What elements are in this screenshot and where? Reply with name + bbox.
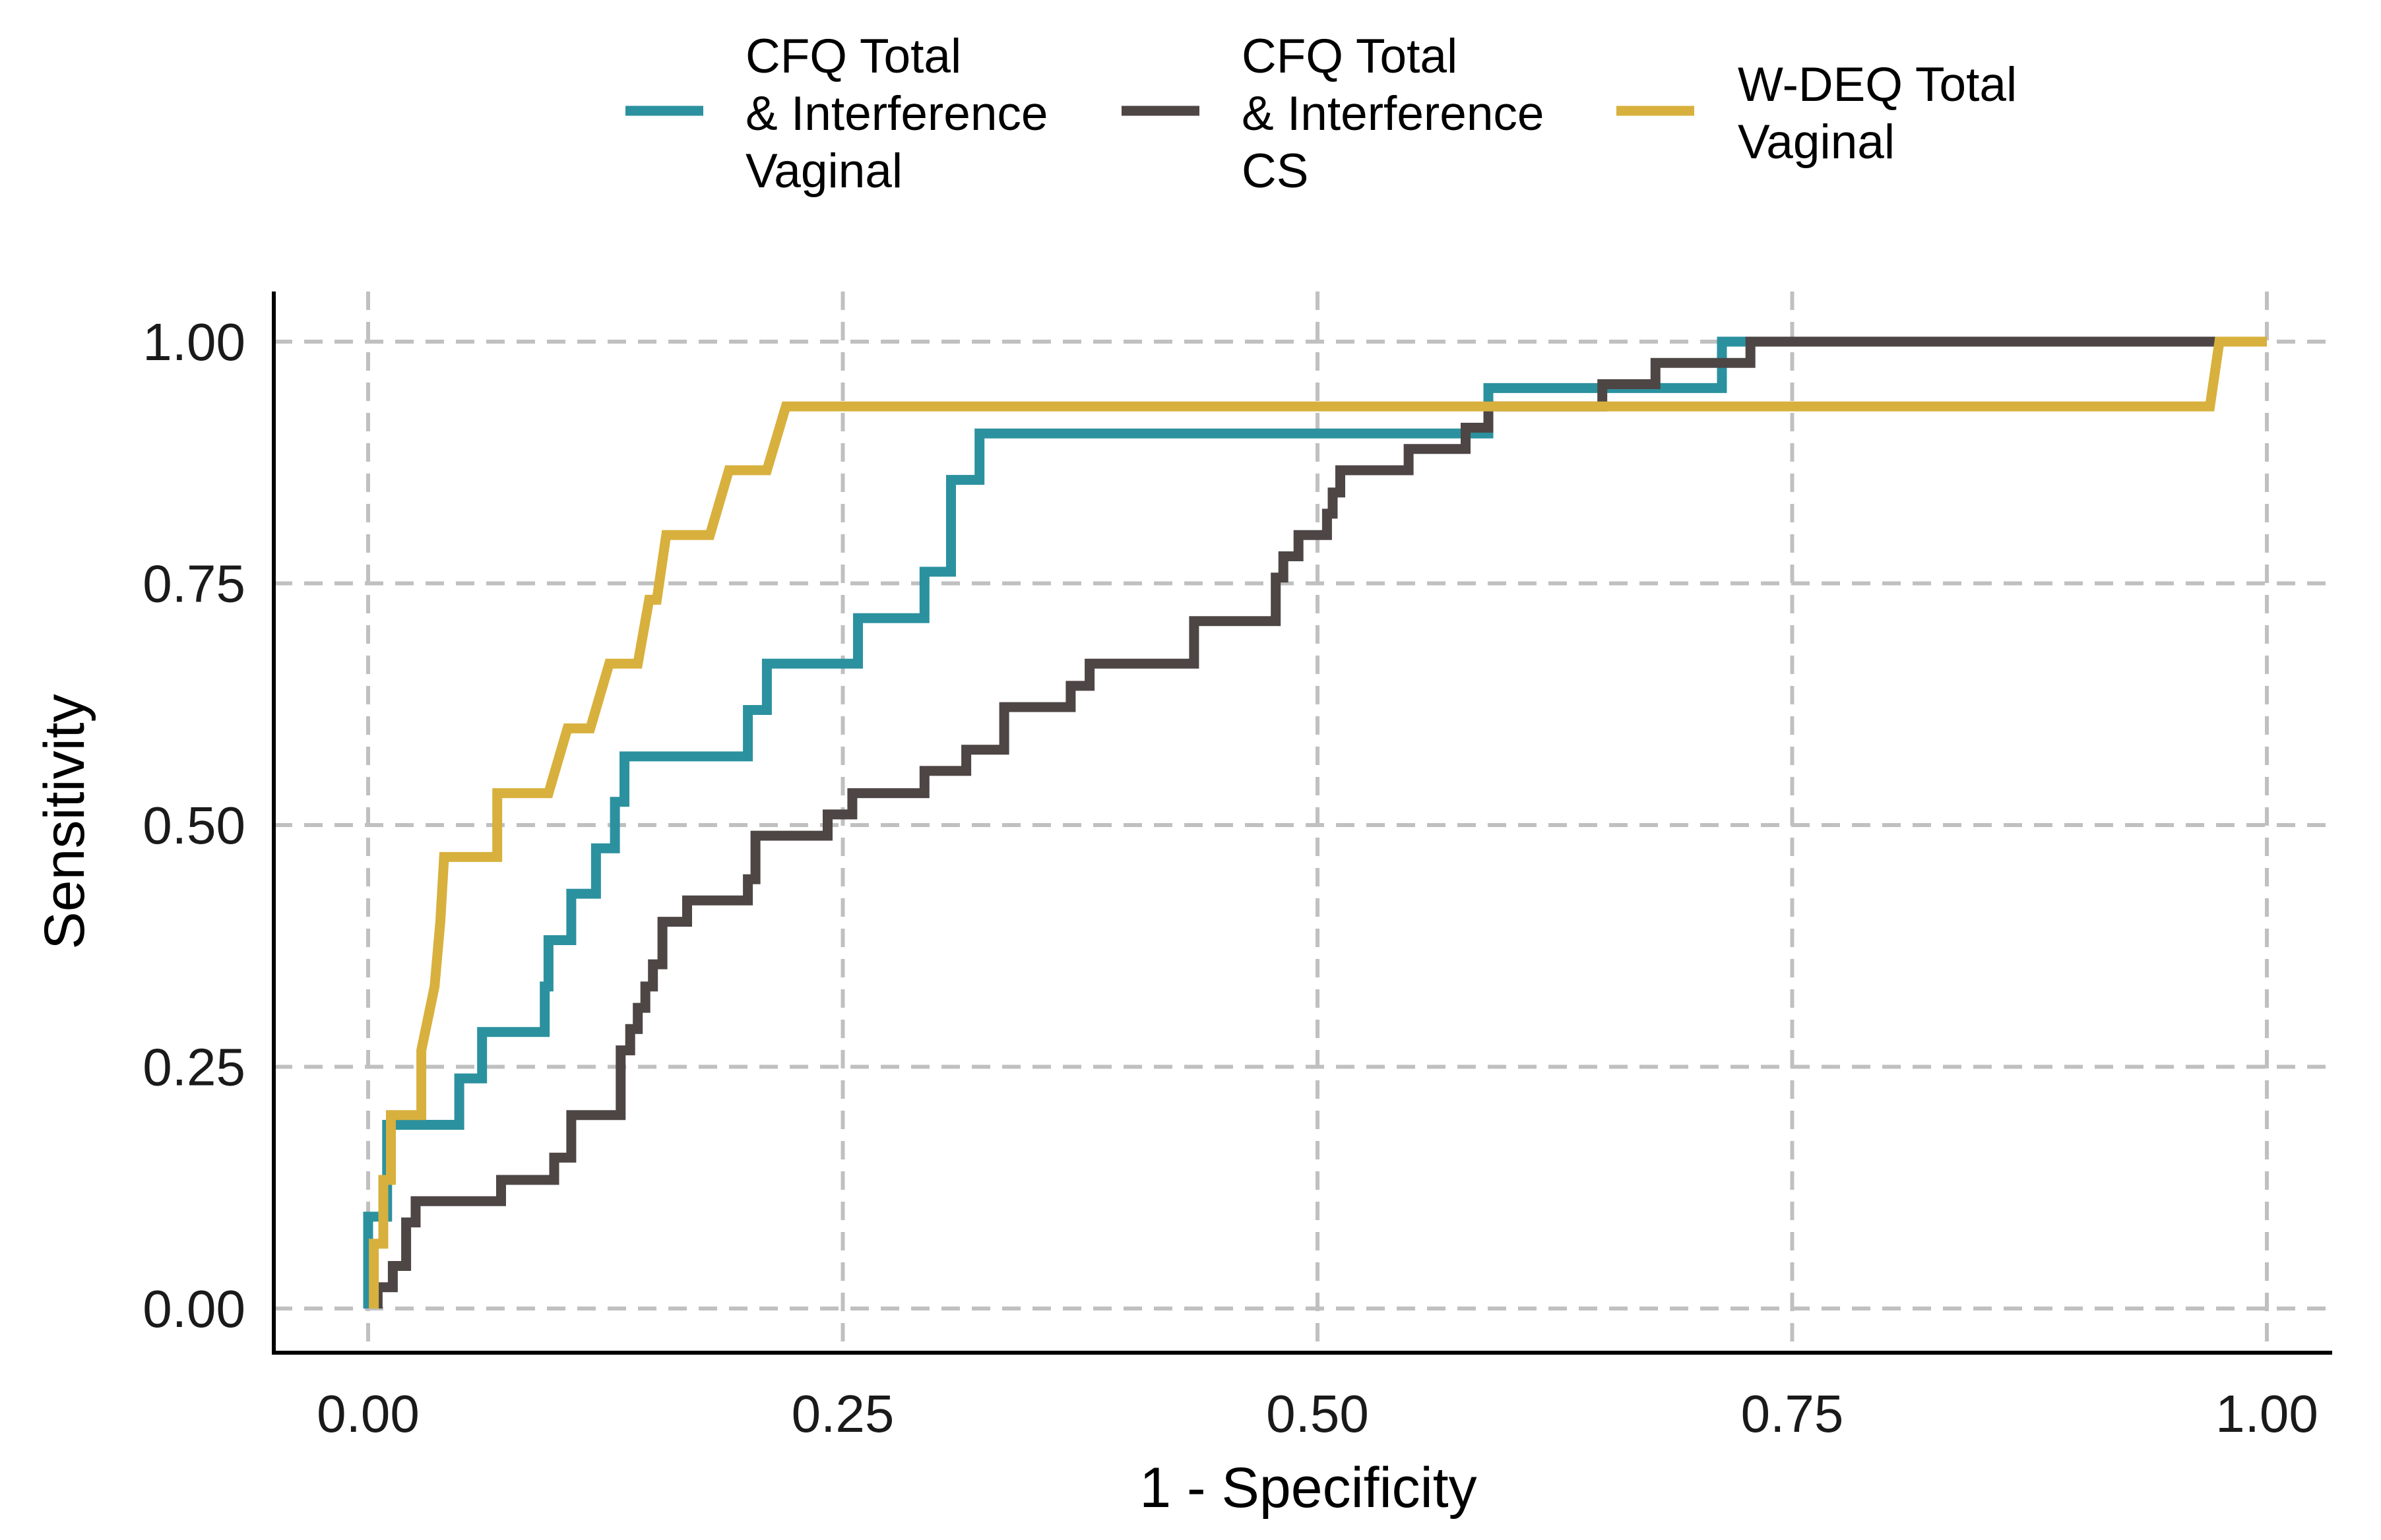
legend-item-wdeq-vaginal: W-DEQ Total Vaginal — [1616, 58, 2017, 169]
x-tick-labels: 0.00 0.25 0.50 0.75 1.00 — [317, 1384, 2318, 1443]
legend-item-cfq-vaginal: CFQ Total & Interference Vaginal — [625, 30, 1048, 198]
series-lines — [363, 336, 2267, 1309]
x-tick-label: 1.00 — [2215, 1384, 2318, 1443]
x-tick-label: 0.50 — [1266, 1384, 1369, 1443]
legend: CFQ Total & Interference Vaginal CFQ Tot… — [625, 30, 2017, 198]
y-tick-label: 0.75 — [143, 555, 245, 613]
series-line-2 — [372, 336, 2267, 1309]
legend-label-line: Vaginal — [746, 144, 903, 198]
legend-label-line: CFQ Total — [746, 30, 961, 83]
legend-label-line: & Interference — [746, 87, 1048, 140]
x-tick-label: 0.25 — [792, 1384, 895, 1443]
y-tick-labels: 0.00 0.25 0.50 0.75 1.00 — [143, 313, 245, 1338]
y-tick-label: 0.00 — [143, 1279, 245, 1338]
legend-label-line: Vaginal — [1738, 115, 1895, 169]
y-tick-label: 1.00 — [143, 313, 245, 371]
x-tick-label: 0.75 — [1741, 1384, 1844, 1443]
series-line-3 — [369, 336, 2267, 1309]
y-tick-label: 0.50 — [143, 796, 245, 855]
series-line-1 — [363, 336, 2267, 1309]
legend-item-cfq-cs: CFQ Total & Interference CS — [1122, 30, 1544, 198]
gridlines — [274, 292, 2332, 1353]
x-axis-title: 1 - Specificity — [1139, 1456, 1476, 1520]
legend-label-line: CS — [1242, 144, 1308, 198]
y-axis-title: Sensitivity — [33, 694, 96, 949]
y-tick-label: 0.25 — [143, 1038, 245, 1097]
legend-label-line: CFQ Total — [1242, 30, 1457, 83]
x-tick-label: 0.00 — [317, 1384, 420, 1443]
legend-label-line: W-DEQ Total — [1738, 58, 2017, 111]
legend-label-line: & Interference — [1242, 87, 1544, 140]
